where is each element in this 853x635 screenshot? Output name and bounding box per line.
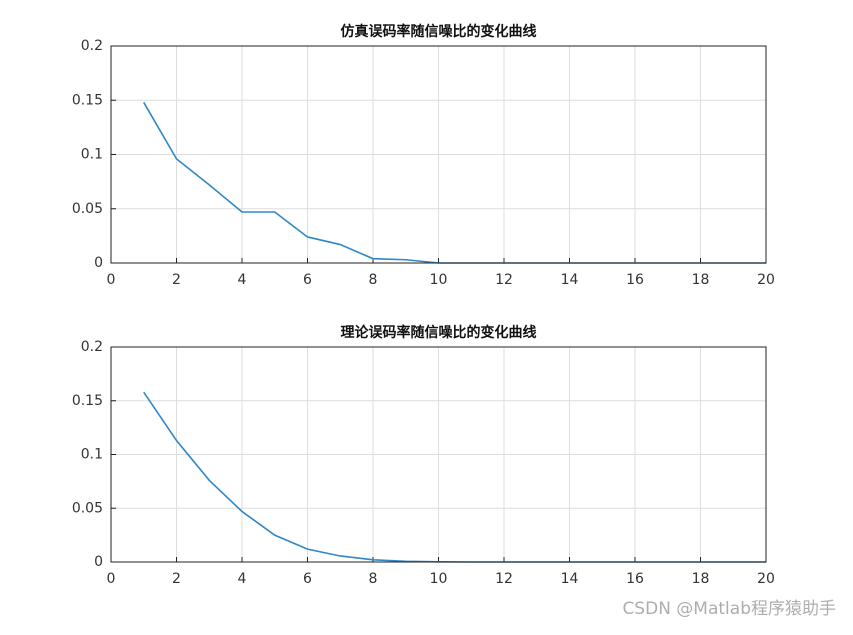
axes-box xyxy=(110,346,767,563)
watermark: CSDN @Matlab程序猿助手 xyxy=(622,599,836,619)
x-tick-label: 8 xyxy=(369,571,378,587)
chart-title: 理论误码率随信噪比的变化曲线 xyxy=(341,324,537,341)
x-tick-label: 10 xyxy=(430,571,448,587)
chart-title: 仿真误码率随信噪比的变化曲线 xyxy=(341,23,537,40)
x-tick-label: 16 xyxy=(626,272,644,288)
x-tick-label: 8 xyxy=(369,272,378,288)
x-tick-label: 20 xyxy=(757,272,775,288)
y-tick-label: 0.2 xyxy=(81,339,103,355)
x-tick-label: 14 xyxy=(561,272,579,288)
x-tick-label: 6 xyxy=(303,571,312,587)
y-tick-label: 0.15 xyxy=(72,393,103,409)
y-tick-label: 0 xyxy=(94,255,103,271)
y-tick-label: 0.2 xyxy=(81,38,103,54)
x-tick-label: 4 xyxy=(238,571,247,587)
x-tick-label: 2 xyxy=(172,272,181,288)
x-tick-label: 0 xyxy=(107,571,116,587)
x-tick-label: 14 xyxy=(561,571,579,587)
x-tick-label: 20 xyxy=(757,571,775,587)
x-tick-label: 2 xyxy=(172,571,181,587)
y-tick-label: 0.05 xyxy=(72,201,103,217)
x-tick-label: 16 xyxy=(626,571,644,587)
y-tick-label: 0.05 xyxy=(72,500,103,516)
x-tick-label: 18 xyxy=(692,272,710,288)
y-tick-label: 0.1 xyxy=(81,147,103,163)
x-tick-label: 12 xyxy=(495,272,513,288)
x-tick-label: 6 xyxy=(303,272,312,288)
x-tick-label: 4 xyxy=(238,272,247,288)
x-tick-label: 12 xyxy=(495,571,513,587)
y-tick-label: 0.1 xyxy=(81,447,103,463)
y-tick-label: 0.15 xyxy=(72,92,103,108)
x-tick-label: 18 xyxy=(692,571,710,587)
x-tick-label: 10 xyxy=(430,272,448,288)
axes-box xyxy=(110,45,767,264)
y-tick-label: 0 xyxy=(94,554,103,570)
x-tick-label: 0 xyxy=(107,272,116,288)
